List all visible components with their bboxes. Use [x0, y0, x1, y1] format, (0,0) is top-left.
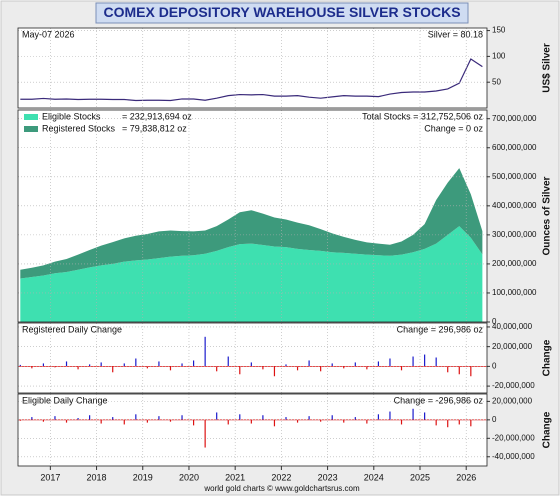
y-axis-label: Change: [542, 411, 553, 448]
panel-note: Change = 0 oz: [424, 123, 483, 133]
y-tick-label: 400,000,000: [492, 201, 537, 210]
y-tick-label: 0: [492, 361, 497, 370]
panel-note: Eligible Daily Change: [22, 395, 108, 405]
y-axis-label: US$ Silver: [542, 43, 553, 93]
x-tick-label: 2024: [364, 472, 384, 482]
x-tick-label: 2026: [456, 472, 476, 482]
y-tick-label: 500,000,000: [492, 172, 537, 181]
legend-swatch: [24, 114, 38, 120]
y-tick-label: 600,000,000: [492, 143, 537, 152]
plot-frame: [17, 393, 488, 467]
y-axis-label: Change: [542, 339, 553, 376]
panel-note: Change = 296,986 oz: [397, 324, 484, 334]
plot-area: [18, 28, 487, 108]
y-axis-label: Ounces of Silver: [542, 176, 553, 255]
plot-frame: [17, 322, 488, 394]
x-tick-label: 2020: [179, 472, 199, 482]
y-tick-label: 100: [492, 51, 506, 60]
panel-note: Change = -296,986 oz: [394, 395, 484, 405]
y-tick-label: 20,000,000: [492, 396, 533, 405]
legend-label: Registered Stocks: [42, 123, 116, 133]
y-tick-label: 20,000,000: [492, 342, 533, 351]
y-tick-label: -20,000,000: [492, 433, 535, 442]
x-tick-label: 2023: [318, 472, 338, 482]
x-tick-label: 2025: [410, 472, 430, 482]
title-banner: [95, 2, 469, 24]
y-tick-label: 700,000,000: [492, 114, 537, 123]
legend-value: = 232,913,694 oz: [122, 111, 192, 121]
plot-area: [18, 323, 487, 393]
plot-frame: [17, 27, 488, 109]
x-tick-label: 2018: [87, 472, 107, 482]
x-tick-label: 2019: [133, 472, 153, 482]
y-tick-label: -20,000,000: [492, 381, 535, 390]
panel-note: Total Stocks = 312,752,506 oz: [362, 111, 483, 121]
panel-note: Silver = 80.18: [428, 29, 483, 39]
x-tick-label: 2017: [40, 472, 60, 482]
legend-swatch: [24, 126, 38, 132]
y-tick-label: 100,000,000: [492, 288, 537, 297]
panel-note: May-07 2026: [22, 29, 75, 39]
y-tick-label: 200,000,000: [492, 259, 537, 268]
chart-title: COMEX DEPOSITORY WAREHOUSE SILVER STOCKS: [103, 4, 460, 20]
plot-area: [18, 394, 487, 466]
y-tick-label: 150: [492, 26, 506, 35]
y-tick-label: 0: [492, 317, 497, 326]
footer: world gold charts © www.goldchartsrus.co…: [203, 484, 360, 493]
x-tick-label: 2021: [225, 472, 245, 482]
stock-area: [20, 226, 483, 322]
legend-value: = 79,838,812 oz: [122, 123, 187, 133]
y-tick-label: 0: [492, 415, 497, 424]
y-tick-label: 50: [492, 77, 501, 86]
x-tick-label: 2022: [271, 472, 291, 482]
price-line: [20, 58, 483, 102]
plot-frame: [17, 109, 488, 323]
y-tick-label: 40,000,000: [492, 322, 533, 331]
panel-note: Registered Daily Change: [22, 324, 122, 334]
y-tick-label: -40,000,000: [492, 452, 535, 461]
y-tick-label: 300,000,000: [492, 230, 537, 239]
stock-area: [20, 168, 483, 279]
legend-label: Eligible Stocks: [42, 111, 101, 121]
